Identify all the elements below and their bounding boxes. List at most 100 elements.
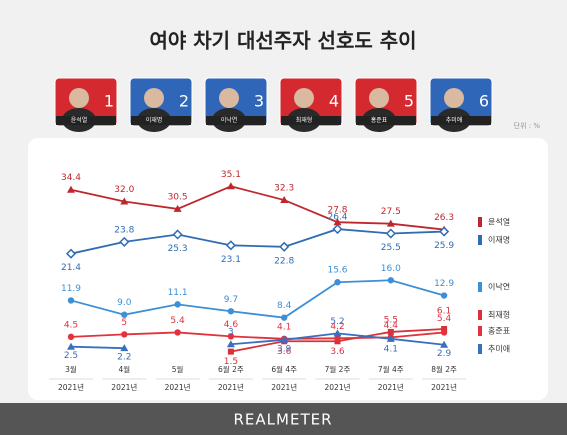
data-label: 30.5 xyxy=(168,192,188,202)
marker xyxy=(67,297,75,304)
card-number: 6 xyxy=(479,92,489,111)
data-label: 23.8 xyxy=(114,225,134,235)
photo-head xyxy=(144,88,164,108)
card-name-strip xyxy=(431,116,491,125)
marker xyxy=(174,301,181,308)
x-tick-label: 6월 2주 xyxy=(218,364,244,374)
legend-label: 이재명 xyxy=(488,235,510,245)
data-label: 27.8 xyxy=(327,206,347,216)
data-label: 3.6 xyxy=(330,347,345,357)
data-label: 15.6 xyxy=(327,266,347,276)
photo-head xyxy=(69,88,89,108)
marker xyxy=(65,248,77,259)
x-tick-label: 4월 xyxy=(118,364,130,374)
data-label: 6.1 xyxy=(437,306,451,316)
marker xyxy=(440,329,448,336)
data-label: 5.4 xyxy=(437,314,452,324)
card-number: 4 xyxy=(329,92,339,111)
unit-label: 단위 : % xyxy=(514,121,541,130)
marker xyxy=(333,218,342,226)
marker xyxy=(173,204,182,212)
card-name: 이낙연 xyxy=(221,116,238,124)
data-label: 2.9 xyxy=(437,349,452,359)
x-tick-label: 7월 2주 xyxy=(325,364,351,374)
legend-swatch xyxy=(478,235,482,245)
data-label: 4.2 xyxy=(330,322,344,332)
marker xyxy=(279,241,290,252)
data-label: 16.0 xyxy=(381,264,401,274)
data-label: 21.4 xyxy=(61,263,81,273)
marker xyxy=(67,342,75,350)
marker xyxy=(440,340,449,348)
x-year-label: 2021년 xyxy=(325,382,351,392)
marker xyxy=(226,340,235,348)
series-line xyxy=(70,345,125,350)
data-label: 12.9 xyxy=(434,279,454,289)
marker xyxy=(280,335,289,343)
photo-head xyxy=(294,88,314,108)
data-label: 2.2 xyxy=(117,353,131,363)
legend-swatch xyxy=(478,344,482,354)
card-number: 2 xyxy=(179,92,189,111)
card-number: 5 xyxy=(404,92,414,111)
x-year-label: 2021년 xyxy=(431,382,457,392)
card-name: 윤석열 xyxy=(71,116,88,124)
x-tick-label: 8월 2주 xyxy=(431,364,457,374)
card-name-strip xyxy=(206,116,266,125)
marker xyxy=(121,311,128,318)
marker xyxy=(227,308,235,315)
marker xyxy=(174,329,181,336)
data-label: 5 xyxy=(121,318,127,328)
legend-label: 추미애 xyxy=(488,345,510,354)
marker xyxy=(120,197,129,205)
data-label: 32.3 xyxy=(274,184,294,194)
photo-head xyxy=(444,88,464,108)
marker xyxy=(172,229,183,240)
card-number: 3 xyxy=(254,92,264,111)
series-line xyxy=(70,279,445,319)
footer-bar xyxy=(0,403,567,435)
card-name-strip xyxy=(131,116,191,125)
data-label: 35.1 xyxy=(221,170,241,180)
x-tick-label: 6월 4주 xyxy=(271,364,297,374)
marker xyxy=(385,228,396,239)
x-year-label: 2021년 xyxy=(165,382,191,392)
series-line xyxy=(70,228,445,255)
series-line xyxy=(70,185,445,231)
legend-label: 이낙연 xyxy=(488,282,510,292)
x-year-label: 2021년 xyxy=(378,382,404,392)
data-label: 3.9 xyxy=(277,344,292,354)
card-name-strip xyxy=(56,116,116,125)
marker xyxy=(280,196,289,204)
data-label: 5.4 xyxy=(170,316,185,326)
marker xyxy=(387,328,394,335)
data-label: 9.0 xyxy=(117,298,132,308)
data-label: 34.4 xyxy=(61,173,81,183)
data-label: 25.3 xyxy=(168,244,188,254)
data-label: 3 xyxy=(228,328,234,338)
marker xyxy=(67,185,75,193)
data-label: 1.5 xyxy=(224,357,238,367)
photo-head xyxy=(219,88,239,108)
marker xyxy=(333,329,342,337)
legend-label: 최재형 xyxy=(488,310,510,320)
plot-panel xyxy=(28,138,548,400)
data-label: 9.7 xyxy=(224,295,238,305)
data-label: 3.6 xyxy=(277,347,292,357)
marker xyxy=(121,331,128,338)
marker xyxy=(386,334,395,342)
data-label: 4.1 xyxy=(277,322,291,332)
card-name: 최재형 xyxy=(296,116,313,124)
data-label: 26.4 xyxy=(327,213,347,223)
data-label: 4.6 xyxy=(224,320,239,330)
legend-swatch xyxy=(478,310,482,320)
x-year-label: 2021년 xyxy=(271,382,297,392)
data-label: 26.3 xyxy=(434,213,454,223)
x-year-label: 2021년 xyxy=(218,382,244,392)
x-tick-label: 5월 xyxy=(172,364,184,374)
data-label: 2.5 xyxy=(64,351,78,361)
marker xyxy=(119,236,130,247)
data-label: 22.8 xyxy=(274,256,294,266)
card-name: 이재명 xyxy=(146,116,163,124)
